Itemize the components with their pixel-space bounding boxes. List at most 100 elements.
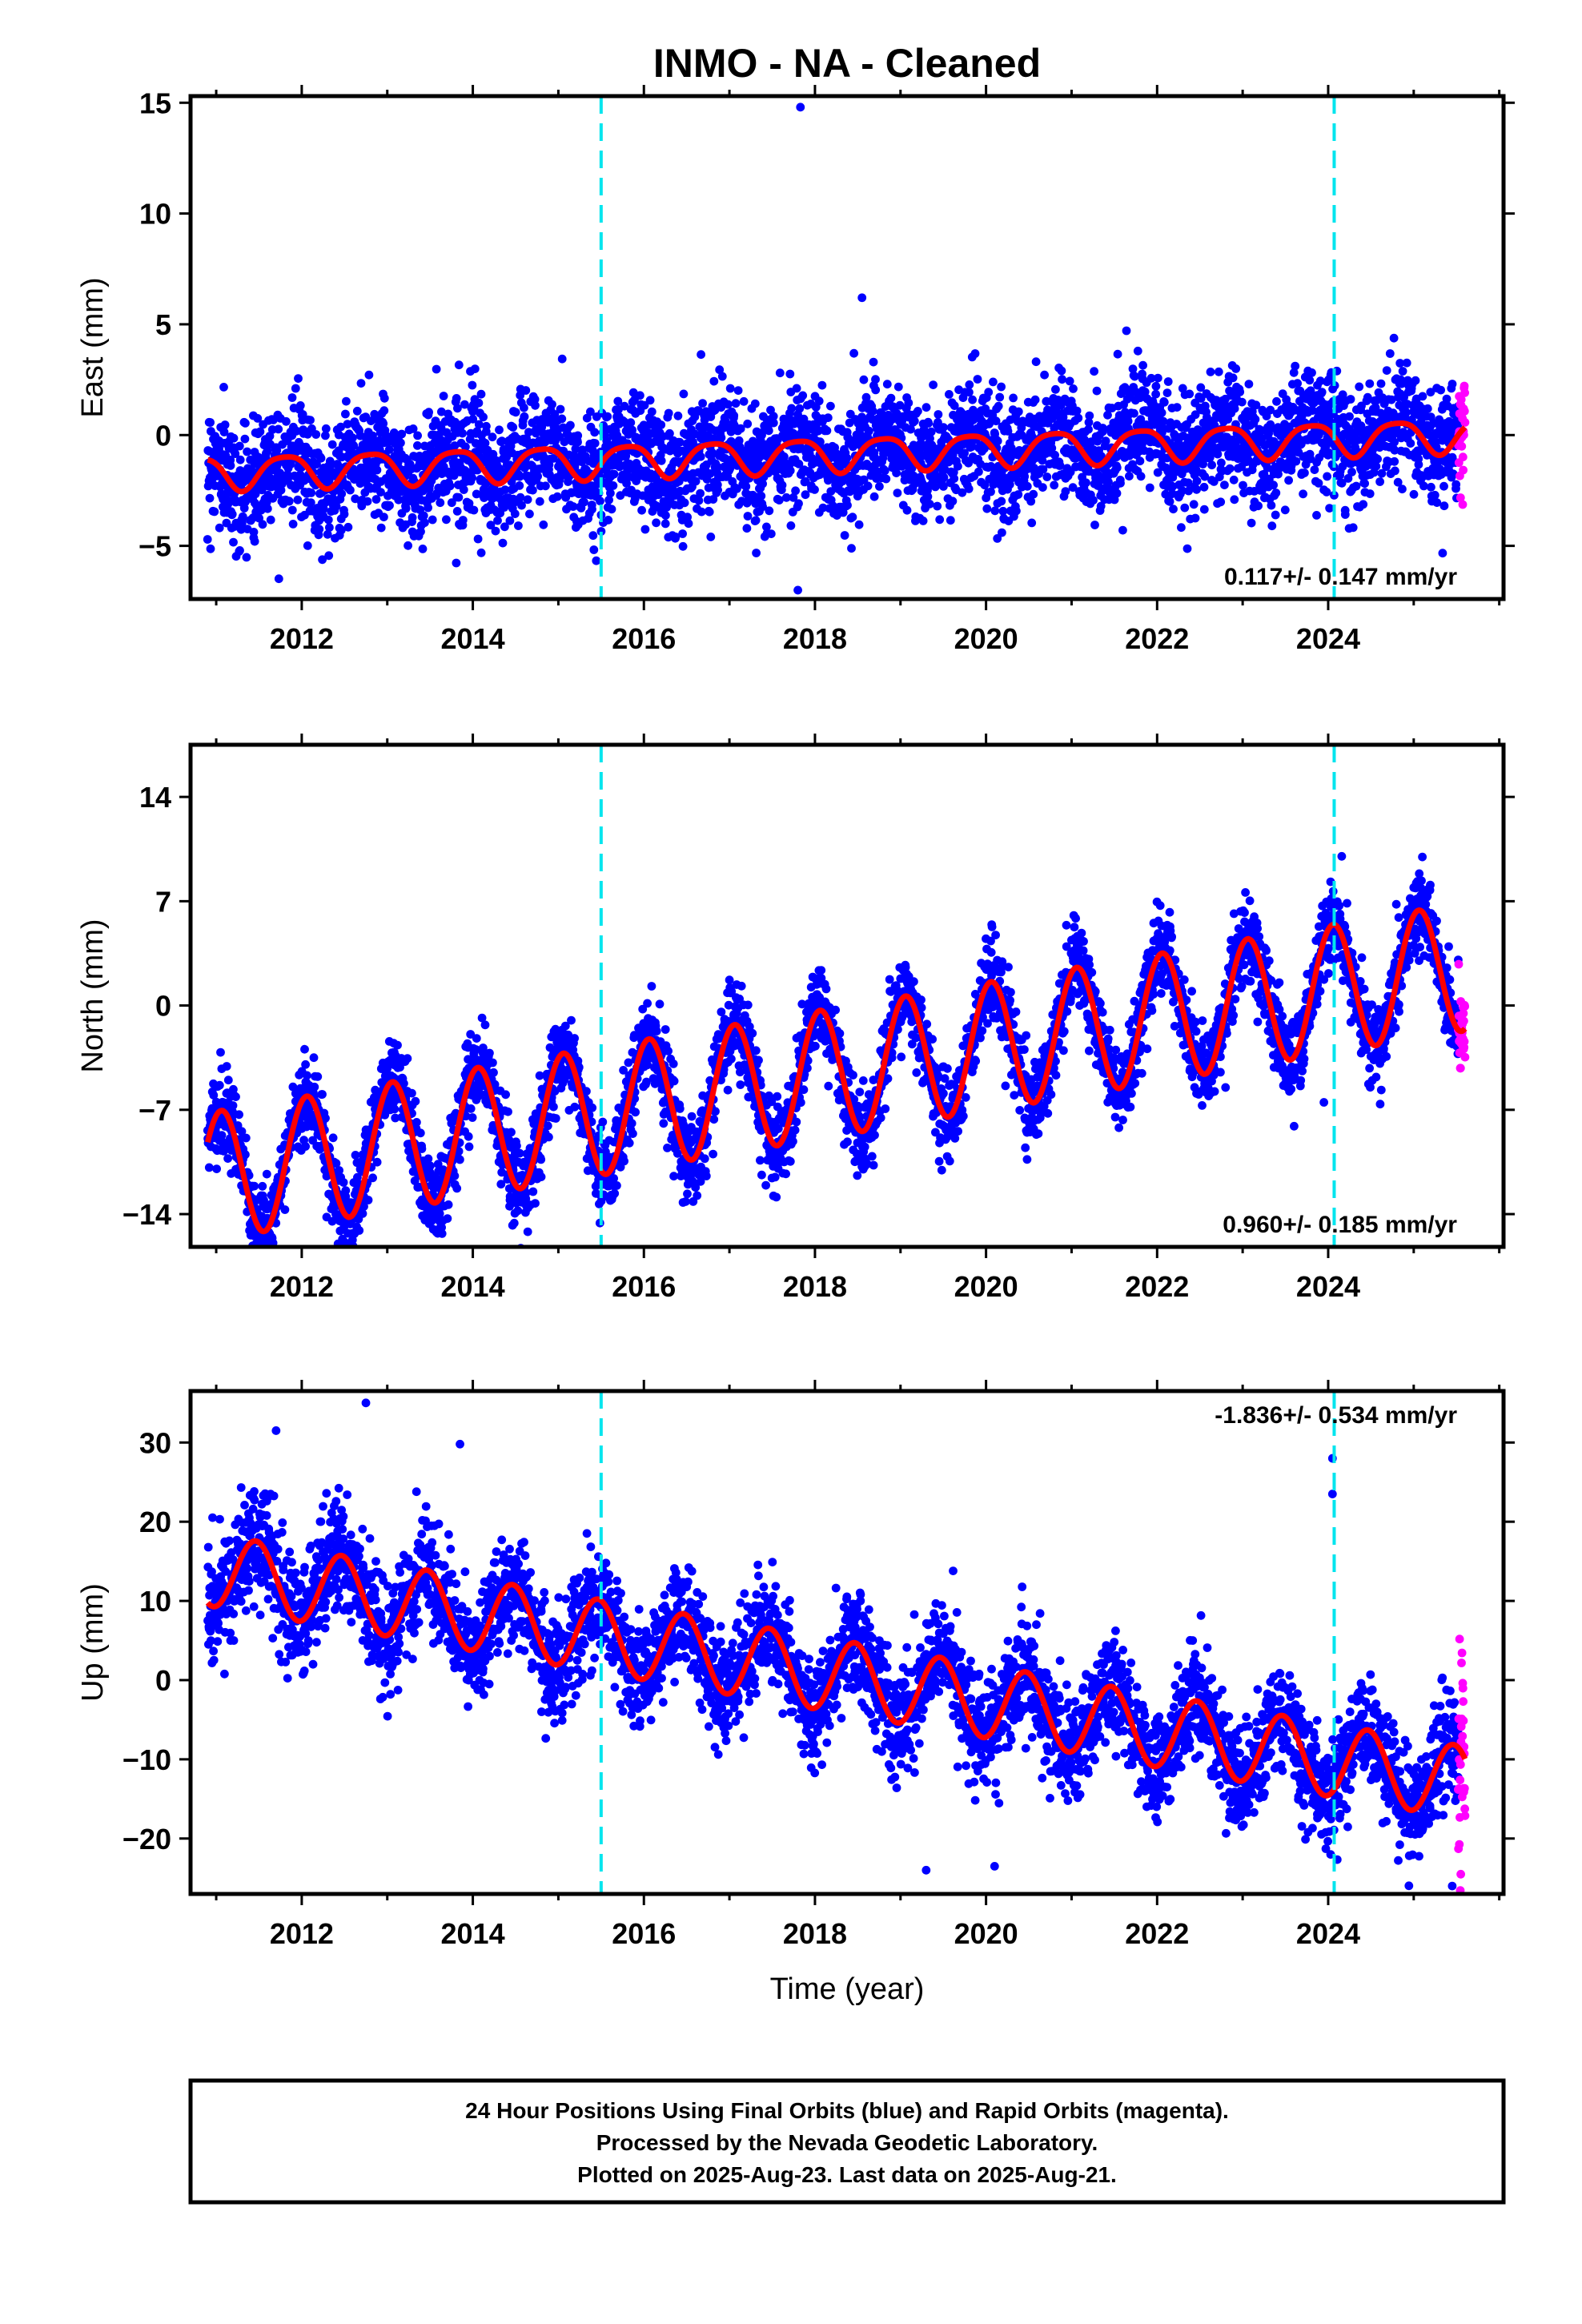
data-point [588,505,596,514]
data-point [909,416,919,426]
data-point [471,439,480,448]
data-point [604,516,613,525]
data-point [958,488,967,497]
data-point [743,512,753,521]
data-point [216,1047,225,1057]
data-point [315,525,324,534]
data-point [997,497,1006,506]
data-point [241,1133,251,1143]
data-point [1101,436,1110,446]
data-point [751,499,761,509]
data-point [1348,523,1358,533]
data-point [1312,511,1321,520]
data-point [678,541,688,551]
data-point [500,522,509,532]
data-point [235,1110,243,1120]
data-point [843,501,852,510]
data-point [1414,460,1423,469]
data-point [452,558,461,568]
data-point [984,388,994,397]
data-point [865,426,873,436]
data-point [1448,469,1458,478]
data-point [295,401,305,410]
data-point [408,424,418,433]
x-tick-label: 2016 [612,622,676,655]
data-point [1136,415,1146,424]
data-point [713,485,722,495]
data-point [1123,416,1133,426]
data-point [303,1071,311,1080]
data-point [1395,359,1405,368]
data-point [893,382,903,392]
data-point [1157,408,1166,417]
rapid-point [1460,418,1470,427]
data-point [766,529,776,538]
data-point [249,528,259,537]
data-point [321,431,330,440]
data-point [525,509,534,519]
data-point [1068,483,1078,493]
data-point [1065,376,1074,386]
data-point [521,386,531,395]
data-point [1146,373,1156,383]
data-point [1399,428,1408,436]
data-point [524,428,533,436]
data-point [801,490,810,500]
data-point [1116,478,1125,488]
data-point [715,365,725,375]
data-point [251,1256,260,1265]
data-point [640,525,650,534]
data-point [620,401,629,411]
data-point [1398,367,1407,376]
data-point [848,513,857,522]
data-point [432,364,441,374]
data-point [621,451,631,460]
data-point [573,437,582,447]
data-point [592,556,601,565]
data-point [223,1076,233,1085]
data-point [980,480,990,490]
data-point [523,495,532,505]
data-point [813,426,823,436]
data-point [301,1142,310,1151]
data-point [817,380,827,390]
data-point [428,515,437,525]
data-point [1207,460,1216,470]
data-point [939,472,949,482]
data-point [1178,486,1187,496]
data-point [528,485,537,495]
data-point [324,551,334,561]
data-point [300,1044,309,1054]
data-point [270,1252,279,1261]
data-point [238,512,247,521]
data-point [791,486,800,496]
data-point [1247,518,1256,528]
rapid-point [1456,493,1465,502]
data-point [1135,456,1145,466]
data-point [500,485,510,494]
data-point [792,384,801,393]
data-point [1439,501,1449,511]
data-point [231,1092,240,1101]
data-point [1373,454,1382,464]
data-point [997,382,1006,392]
data-point [1272,396,1281,406]
data-point [460,400,469,409]
data-point [515,481,524,490]
data-point [974,467,983,476]
data-point [274,574,283,584]
data-point [724,400,733,409]
data-point [535,497,544,506]
plot-area [203,745,1470,1265]
data-point [379,513,388,521]
data-point [310,1082,319,1092]
data-point [1409,489,1419,499]
data-point [291,384,300,393]
data-point [390,1104,400,1114]
data-point [557,414,567,424]
data-point [284,497,294,506]
data-point [935,515,945,525]
data-point [1436,385,1445,395]
data-point [705,507,714,517]
data-point [622,479,631,488]
